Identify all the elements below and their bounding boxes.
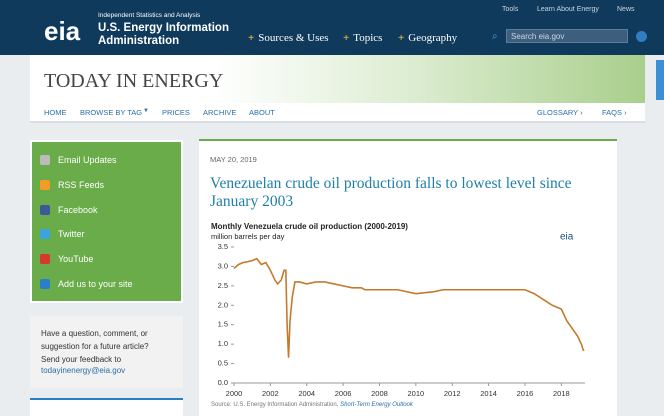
search-box[interactable]: Search eia.gov xyxy=(506,29,628,43)
feedback-box xyxy=(30,316,183,388)
subnav-link[interactable]: BROWSE BY TAG xyxy=(80,108,143,117)
chart-source: Source: U.S. Energy Information Administ… xyxy=(211,402,414,408)
side-tab[interactable] xyxy=(656,60,664,100)
sidebar-link[interactable]: Twitter xyxy=(58,229,85,239)
sidebar-link[interactable]: YouTube xyxy=(58,254,94,264)
subnav xyxy=(30,103,645,123)
y-tick-label: 0.5 xyxy=(218,359,228,368)
logo[interactable]: eia xyxy=(44,16,81,46)
y-tick-label: 1.0 xyxy=(218,339,228,348)
dropdown-arrow: ▼ xyxy=(143,108,149,114)
x-tick-label: 2008 xyxy=(371,389,388,398)
x-tick-label: 2014 xyxy=(480,389,497,398)
y-tick-label: 3.5 xyxy=(218,242,228,251)
y-tick-label: 3.0 xyxy=(218,261,228,270)
tagline: Independent Statistics and Analysis xyxy=(98,12,201,19)
article-title: Venezuelan crude oil production falls to… xyxy=(210,175,572,210)
data-line xyxy=(233,257,585,358)
top-link[interactable]: Tools xyxy=(502,6,519,13)
banner xyxy=(30,55,645,103)
nav-label: Topics xyxy=(353,32,383,44)
search-icon: ⌕ xyxy=(492,31,498,42)
x-tick-label: 2002 xyxy=(262,389,279,398)
subnav-link[interactable]: FAQS › xyxy=(602,108,627,117)
article xyxy=(199,139,617,416)
sidebar-links xyxy=(30,140,183,303)
source-text: Source: U.S. Energy Information Administ… xyxy=(211,402,339,408)
nav-item[interactable]: + Sources & Uses xyxy=(248,32,329,44)
y-tick-label: 2.0 xyxy=(218,300,228,309)
top-link[interactable]: Learn About Energy xyxy=(537,6,599,13)
x-tick-label: 2010 xyxy=(408,389,425,398)
nav-label: Sources & Uses xyxy=(258,32,329,44)
source-link[interactable]: Short-Term Energy Outlook xyxy=(340,402,414,408)
chart-logo: eia xyxy=(560,232,574,243)
nav-item[interactable]: + Geography xyxy=(398,32,458,44)
sidebar-link[interactable]: Facebook xyxy=(58,205,98,215)
x-tick-label: 2000 xyxy=(226,389,243,398)
banner-title: TODAY IN ENERGY xyxy=(44,70,224,92)
x-tick-label: 2004 xyxy=(298,389,315,398)
subnav-link[interactable]: HOME xyxy=(44,108,67,117)
subnav-link[interactable]: ABOUT xyxy=(249,108,275,117)
sidebar-box xyxy=(30,398,183,416)
org-name: Administration xyxy=(98,35,180,47)
y-tick-label: 1.5 xyxy=(218,320,228,329)
nav-label: Geography xyxy=(408,32,458,44)
chart: Monthly Venezuela crude oil production (… xyxy=(211,222,585,408)
sidebar-link[interactable]: Add us to your site xyxy=(58,279,133,289)
subnav-link[interactable]: GLOSSARY › xyxy=(537,108,583,117)
feedback-email[interactable]: todayinenergy@eia.gov xyxy=(41,366,126,375)
y-tick-label: 2.5 xyxy=(218,281,228,290)
sidebar-link[interactable]: Email Updates xyxy=(58,155,117,165)
y-tick-label: 0.0 xyxy=(218,378,228,387)
article-date: MAY 20, 2019 xyxy=(210,155,257,164)
search-button[interactable] xyxy=(636,31,647,42)
x-tick-label: 2018 xyxy=(553,389,570,398)
chart-subtitle: million barrels per day xyxy=(211,232,285,241)
nav-item[interactable]: + Topics xyxy=(343,32,383,44)
header xyxy=(0,0,664,55)
x-tick-label: 2006 xyxy=(335,389,352,398)
x-tick-label: 2016 xyxy=(517,389,534,398)
top-link[interactable]: News xyxy=(617,6,635,13)
feedback-text: Have a question, comment, or suggestion … xyxy=(41,329,149,364)
x-tick-label: 2012 xyxy=(444,389,461,398)
org-name: U.S. Energy Information xyxy=(98,22,229,34)
subnav-link[interactable]: PRICES xyxy=(162,108,190,117)
chart-title: Monthly Venezuela crude oil production (… xyxy=(211,222,408,231)
sidebar-link[interactable]: RSS Feeds xyxy=(58,180,105,190)
subnav-link[interactable]: ARCHIVE xyxy=(203,108,237,117)
